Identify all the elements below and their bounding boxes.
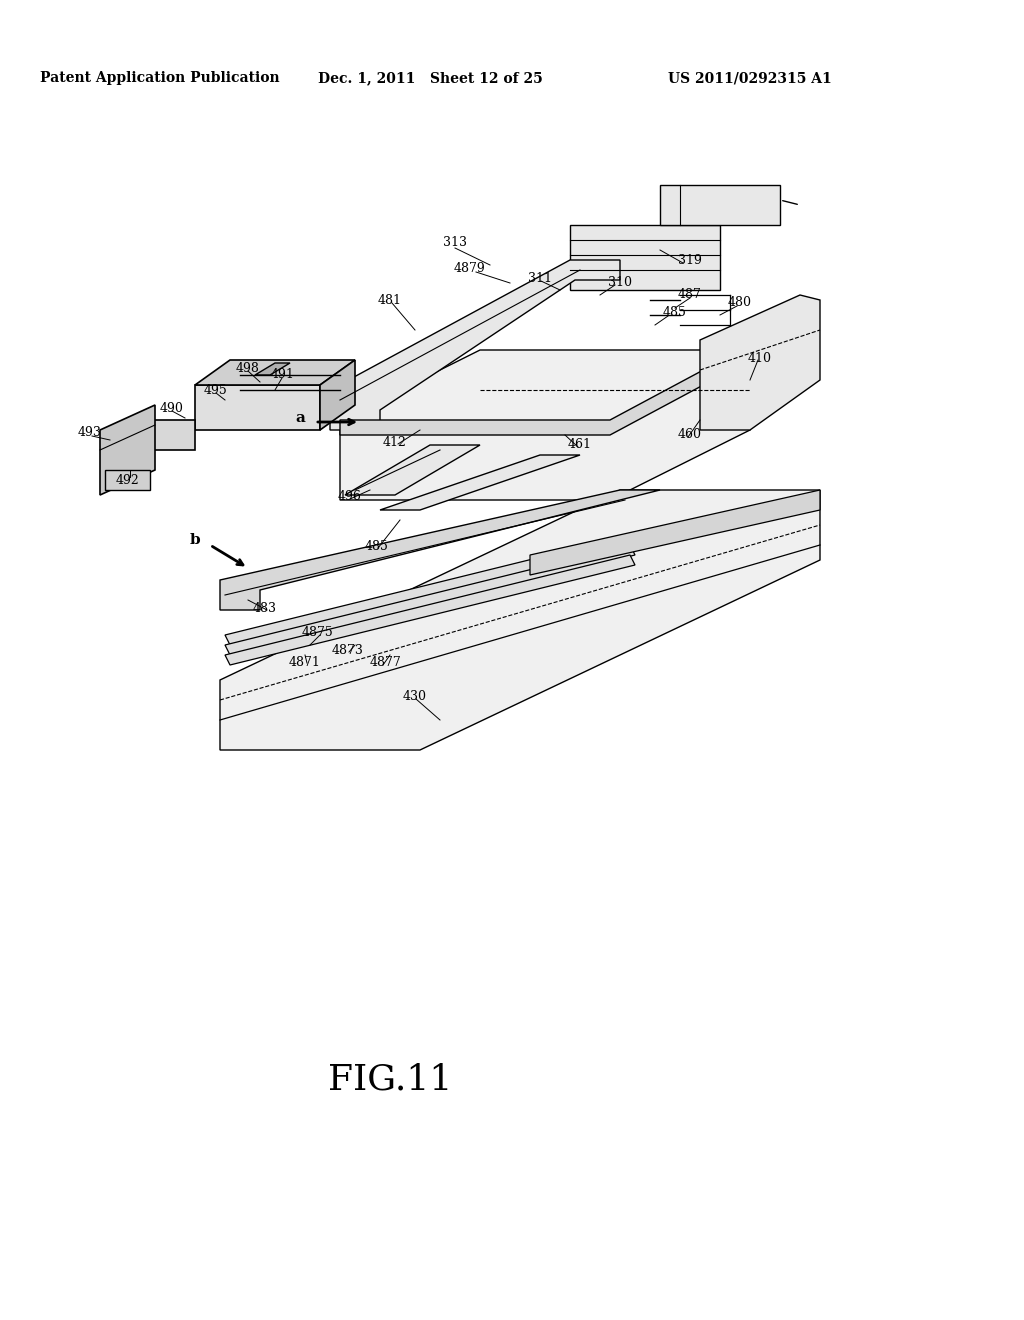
Text: 4873: 4873 xyxy=(332,644,364,656)
Text: US 2011/0292315 A1: US 2011/0292315 A1 xyxy=(668,71,831,84)
Text: 4871: 4871 xyxy=(289,656,321,668)
Polygon shape xyxy=(195,385,319,430)
Text: 492: 492 xyxy=(116,474,140,487)
Polygon shape xyxy=(225,545,635,655)
Text: 410: 410 xyxy=(748,351,772,364)
Text: 311: 311 xyxy=(528,272,552,285)
Text: 491: 491 xyxy=(271,368,295,381)
Text: 460: 460 xyxy=(678,429,702,441)
Text: 412: 412 xyxy=(383,436,407,449)
Text: 4877: 4877 xyxy=(369,656,400,669)
Text: Dec. 1, 2011   Sheet 12 of 25: Dec. 1, 2011 Sheet 12 of 25 xyxy=(317,71,543,84)
Text: 319: 319 xyxy=(678,253,701,267)
Text: 485: 485 xyxy=(664,306,687,319)
Text: Patent Application Publication: Patent Application Publication xyxy=(40,71,280,84)
Polygon shape xyxy=(530,490,820,576)
Polygon shape xyxy=(225,535,635,645)
Polygon shape xyxy=(220,490,660,610)
Text: 310: 310 xyxy=(608,276,632,289)
Text: 496: 496 xyxy=(338,491,361,503)
Text: 490: 490 xyxy=(160,401,184,414)
Polygon shape xyxy=(570,224,720,290)
Polygon shape xyxy=(330,260,620,430)
Text: 313: 313 xyxy=(443,236,467,249)
Text: FIG.11: FIG.11 xyxy=(328,1063,453,1097)
Polygon shape xyxy=(700,294,820,430)
Text: 461: 461 xyxy=(568,438,592,451)
Text: 485: 485 xyxy=(366,540,389,553)
Text: 498: 498 xyxy=(237,362,260,375)
Text: 487: 487 xyxy=(678,289,701,301)
Text: 493: 493 xyxy=(78,426,102,440)
Text: 481: 481 xyxy=(378,293,402,306)
Polygon shape xyxy=(255,363,290,375)
Polygon shape xyxy=(130,420,195,450)
Polygon shape xyxy=(340,345,750,436)
Polygon shape xyxy=(660,185,780,224)
Polygon shape xyxy=(105,470,150,490)
Polygon shape xyxy=(220,490,820,750)
Text: 430: 430 xyxy=(403,690,427,704)
Polygon shape xyxy=(380,455,580,510)
Text: 483: 483 xyxy=(253,602,278,615)
Polygon shape xyxy=(340,350,750,500)
Text: b: b xyxy=(189,533,200,546)
Polygon shape xyxy=(100,405,155,495)
Text: a: a xyxy=(295,411,305,425)
Text: 480: 480 xyxy=(728,297,752,309)
Text: 495: 495 xyxy=(203,384,227,396)
Polygon shape xyxy=(225,554,635,665)
Polygon shape xyxy=(319,360,355,430)
Polygon shape xyxy=(195,360,355,385)
Text: 4879: 4879 xyxy=(454,261,485,275)
Text: 4875: 4875 xyxy=(302,626,334,639)
Polygon shape xyxy=(345,445,480,495)
